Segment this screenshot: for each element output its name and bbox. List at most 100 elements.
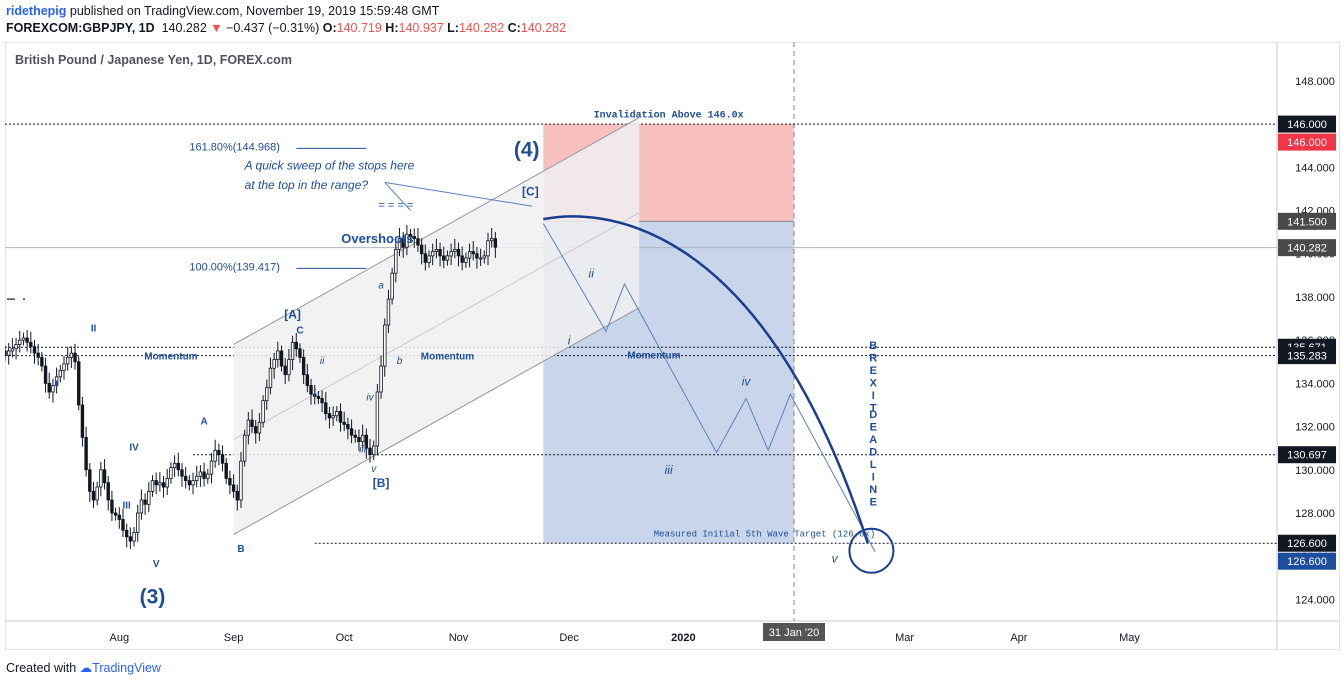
wave-C-bracket: [C]: [522, 184, 539, 198]
candle-body-down: [121, 519, 125, 531]
candle: [195, 465, 199, 488]
candle: [279, 345, 284, 372]
cursor-date-tag: [763, 623, 826, 641]
candle-body-up: [95, 486, 99, 501]
candle-body-down: [217, 449, 221, 456]
low-value: 140.282: [458, 21, 505, 35]
wave-3-label: (3): [140, 586, 166, 609]
candle: [65, 346, 70, 371]
last-price: 140.282: [161, 21, 207, 35]
candle: [423, 244, 428, 271]
candle-body-down: [117, 514, 121, 520]
candle: [456, 242, 461, 267]
candle: [21, 332, 26, 346]
candle: [298, 343, 302, 363]
candle: [231, 474, 236, 499]
candle-body-up: [51, 385, 55, 393]
candle: [14, 337, 18, 360]
candle: [117, 507, 121, 529]
candle: [379, 355, 383, 399]
deadline-letter: L: [870, 459, 877, 471]
candle: [386, 289, 391, 334]
candle-body-up: [62, 363, 66, 371]
candle: [408, 228, 413, 242]
deadline-letter: A: [869, 434, 877, 446]
x-tick-label: Mar: [895, 632, 914, 644]
close-label: C:: [507, 21, 521, 35]
price-tag-label: 146.000: [1287, 119, 1327, 131]
candle-body-up: [383, 324, 387, 367]
price-tag-bg: [1278, 212, 1336, 230]
price-tag-gray: 141.500: [1278, 212, 1336, 230]
target-label: Measured Initial 5th Wave Target (126.6x…: [654, 530, 875, 540]
candle: [383, 318, 387, 377]
wave-i-a: i: [314, 388, 317, 399]
candle-body-up: [386, 298, 391, 326]
candle: [187, 475, 192, 491]
candle: [165, 469, 169, 496]
candle-body-down: [442, 255, 446, 261]
deadline-letter: E: [870, 496, 877, 508]
candle: [261, 395, 265, 428]
wave-iii-a: iii: [359, 444, 366, 455]
candle: [6, 342, 11, 365]
candle: [80, 396, 85, 447]
candle-body-down: [43, 365, 48, 384]
candle: [235, 484, 239, 511]
wave-II: II: [91, 324, 97, 335]
candle: [357, 429, 361, 451]
candle: [397, 228, 402, 257]
wave-a-label: a: [378, 280, 384, 291]
candle-body-up: [453, 249, 457, 252]
candle-body-down: [309, 385, 313, 395]
fib-label-1: 100.00%(139.417): [189, 261, 280, 273]
candle-body-down: [250, 419, 254, 427]
forecast-i: i: [568, 333, 571, 347]
candle: [313, 384, 317, 405]
candle: [401, 231, 405, 258]
tradingview-brand[interactable]: TradingView: [92, 661, 161, 675]
candle-body-up: [206, 473, 210, 479]
candle: [301, 349, 306, 384]
candle: [121, 508, 125, 537]
candle: [290, 335, 295, 371]
candle: [47, 372, 51, 399]
candle: [217, 443, 221, 466]
price-change: −0.437 (−0.31%): [226, 21, 320, 35]
candle: [209, 453, 214, 484]
candle: [471, 240, 475, 261]
y-tick-label: 124.000: [1295, 594, 1335, 606]
candle-body-down: [228, 478, 232, 486]
candle: [324, 392, 328, 421]
candle-body-down: [364, 434, 369, 449]
price-tag-bg: [1278, 446, 1336, 464]
low-label: L:: [447, 21, 459, 35]
candle-body-up: [265, 387, 269, 402]
wave-A-bracket: [A]: [284, 308, 301, 322]
candle-body-up: [335, 411, 339, 417]
candle: [88, 463, 92, 502]
candle-body-down: [401, 238, 405, 248]
candle: [113, 507, 118, 521]
candle-body-up: [136, 512, 140, 533]
candle: [102, 459, 107, 490]
candle-body-down: [349, 428, 354, 436]
author-link[interactable]: ridethepig: [6, 4, 67, 18]
candle: [128, 527, 133, 550]
candle-body-down: [368, 447, 372, 456]
candle-body-down: [313, 393, 317, 397]
wave-B-bracket: [B]: [373, 476, 390, 490]
forecast-iv: iv: [742, 375, 752, 389]
price-tag-bg: [1278, 347, 1336, 365]
candle: [438, 242, 442, 267]
candle-body-down: [36, 352, 40, 358]
y-tick-label: 148.000: [1295, 76, 1335, 88]
price-tag-blue: 126.600: [1278, 552, 1336, 570]
candle-body-up: [449, 251, 453, 257]
price-chart[interactable]: British Pound / Japanese Yen, 1D, FOREX.…: [5, 42, 1340, 650]
candle: [43, 358, 48, 393]
candle: [246, 412, 251, 445]
candle: [18, 330, 22, 353]
candle: [371, 440, 376, 461]
x-tick-label: Nov: [449, 632, 469, 644]
